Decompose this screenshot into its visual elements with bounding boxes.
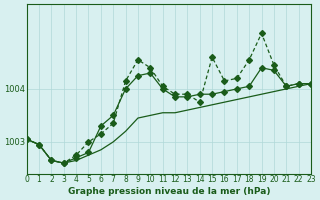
X-axis label: Graphe pression niveau de la mer (hPa): Graphe pression niveau de la mer (hPa)	[68, 187, 270, 196]
